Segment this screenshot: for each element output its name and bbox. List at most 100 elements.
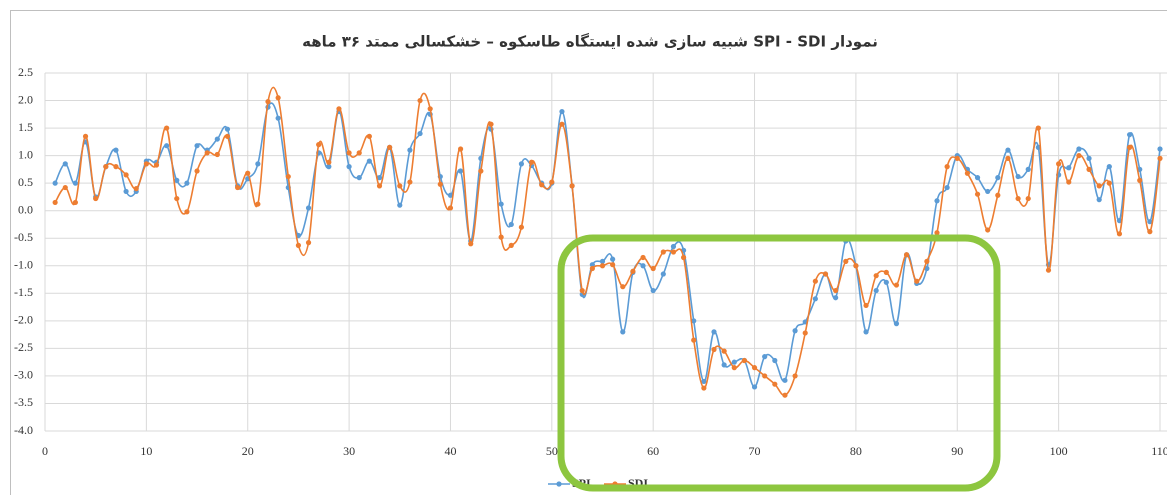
chart-frame [10, 10, 1167, 495]
series-marker [620, 329, 626, 335]
series-marker [113, 164, 119, 170]
series-marker [1147, 219, 1153, 225]
series-marker [762, 354, 768, 360]
series-marker [123, 172, 129, 178]
series-marker [1116, 218, 1123, 224]
y-tick-label: -4.0 [14, 423, 33, 437]
series-marker [224, 133, 231, 139]
y-tick-label: 2.5 [18, 65, 33, 79]
series-marker [640, 263, 646, 269]
series-marker [397, 183, 403, 189]
series-marker [1025, 195, 1031, 202]
series-marker [843, 258, 849, 264]
series-marker [833, 287, 839, 294]
series-marker [539, 182, 545, 188]
series-marker [863, 329, 869, 335]
series-marker [569, 183, 575, 189]
y-tick-label: -3.5 [14, 395, 33, 409]
series-marker [1116, 231, 1123, 237]
series-marker [214, 151, 220, 158]
series-marker [62, 184, 68, 191]
series-marker [620, 284, 626, 290]
series-marker [508, 242, 514, 248]
series-marker [1086, 166, 1092, 172]
series-marker [204, 150, 210, 156]
series-marker [508, 221, 514, 228]
series-marker [1015, 173, 1021, 180]
x-tick-label: 0 [42, 444, 48, 458]
series-marker [214, 136, 220, 142]
series-marker [174, 195, 180, 202]
series-marker [437, 181, 443, 187]
series-marker [153, 162, 160, 168]
series-marker [194, 143, 200, 149]
series-marker [82, 133, 89, 139]
series-marker [1096, 183, 1102, 189]
series-marker [1066, 165, 1072, 171]
series-marker [356, 175, 362, 181]
series-marker [1005, 155, 1011, 161]
series-marker [792, 328, 798, 334]
series-marker [974, 191, 981, 197]
x-tick-label: 70 [749, 444, 761, 458]
series-marker [751, 384, 758, 390]
series-marker [164, 125, 170, 131]
series-marker [934, 230, 940, 236]
series-marker [944, 164, 950, 170]
series-marker [498, 201, 504, 207]
x-tick-label: 40 [444, 444, 456, 458]
chart-title: نمودار SPI - SDI شبیه سازی شده ایستگاه ط… [302, 33, 878, 51]
x-tick-label: 80 [850, 444, 862, 458]
series-marker [447, 205, 454, 211]
series-marker [914, 278, 920, 284]
series-marker [1157, 146, 1163, 152]
series-marker [52, 199, 58, 206]
series-marker [1066, 179, 1072, 185]
series-marker [650, 265, 656, 272]
series-marker [630, 268, 636, 274]
series-marker [1147, 229, 1153, 235]
series-marker [305, 240, 312, 246]
series-marker [833, 295, 839, 301]
series-marker [255, 161, 261, 167]
series-marker [184, 209, 190, 215]
series-marker [1056, 161, 1062, 167]
series-marker [985, 188, 991, 195]
series-marker [1106, 164, 1112, 170]
series-marker [731, 359, 737, 365]
series-marker [366, 158, 372, 164]
series-marker [93, 195, 99, 202]
series-marker [224, 126, 231, 132]
y-tick-label: -1.0 [14, 258, 33, 272]
series-marker [234, 184, 241, 191]
series-marker [934, 198, 940, 204]
series-marker [812, 296, 818, 302]
series-marker [305, 205, 312, 211]
series-marker [285, 173, 291, 180]
series-marker [559, 108, 565, 115]
series-marker [417, 97, 423, 104]
series-marker [924, 258, 930, 264]
x-tick-label: 30 [343, 444, 355, 458]
series-marker [822, 271, 829, 277]
series-marker [721, 362, 727, 368]
series-marker [346, 164, 352, 170]
series-marker [924, 265, 930, 272]
y-tick-label: -2.0 [14, 313, 33, 327]
series-line [54, 102, 1161, 388]
series-marker [1076, 153, 1082, 159]
series-marker [610, 256, 616, 262]
series-marker [680, 254, 687, 261]
x-tick-label: 110 [1151, 444, 1167, 458]
series-marker [751, 365, 758, 371]
series-marker [103, 164, 109, 170]
series-marker [883, 279, 889, 285]
series-marker [853, 263, 859, 269]
series-marker [873, 273, 879, 279]
series-marker [265, 99, 271, 105]
series-marker [691, 337, 697, 343]
series-marker [528, 159, 535, 165]
series-marker [640, 254, 646, 261]
series-marker [518, 161, 525, 167]
series-marker [589, 262, 595, 268]
